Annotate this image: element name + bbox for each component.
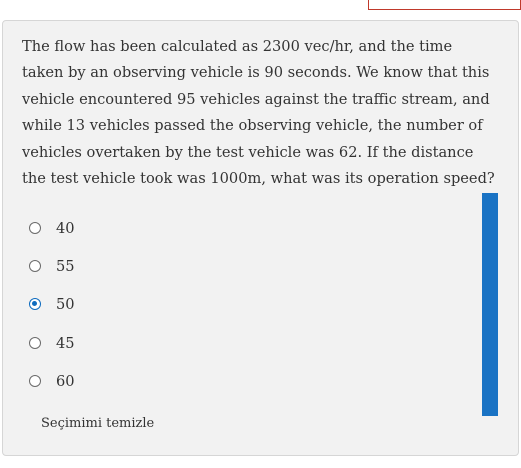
radio-button[interactable] bbox=[29, 337, 41, 349]
option-label: 55 bbox=[56, 257, 75, 275]
top-tab bbox=[368, 0, 521, 10]
option-label: 50 bbox=[56, 295, 75, 313]
question-line: vehicle encountered 95 vehicles against … bbox=[22, 90, 490, 108]
question-card: The flow has been calculated as 2300 vec… bbox=[2, 20, 519, 456]
question-line: while 13 vehicles passed the observing v… bbox=[22, 117, 483, 135]
option-55[interactable]: 55 bbox=[29, 255, 75, 277]
side-scroll-bar[interactable] bbox=[482, 193, 498, 416]
radio-button[interactable] bbox=[29, 260, 41, 272]
option-label: 60 bbox=[56, 372, 75, 390]
radio-button[interactable] bbox=[29, 375, 41, 387]
clear-choice-link[interactable]: Seçimimi temizle bbox=[41, 416, 155, 431]
option-label: 45 bbox=[56, 334, 75, 352]
question-line: the test vehicle took was 1000m, what wa… bbox=[22, 170, 495, 188]
question-line: taken by an observing vehicle is 90 seco… bbox=[22, 64, 490, 82]
question-line: The flow has been calculated as 2300 vec… bbox=[22, 38, 453, 55]
option-40[interactable]: 40 bbox=[29, 217, 75, 239]
option-50[interactable]: 50 bbox=[29, 293, 75, 315]
question-line: vehicles overtaken by the test vehicle w… bbox=[22, 143, 474, 161]
radio-button-selected[interactable] bbox=[29, 298, 41, 310]
radio-button[interactable] bbox=[29, 222, 41, 234]
option-label: 40 bbox=[56, 219, 75, 237]
option-60[interactable]: 60 bbox=[29, 370, 75, 392]
question-text: The flow has been calculated as 2300 vec… bbox=[22, 34, 508, 192]
option-45[interactable]: 45 bbox=[29, 332, 75, 354]
